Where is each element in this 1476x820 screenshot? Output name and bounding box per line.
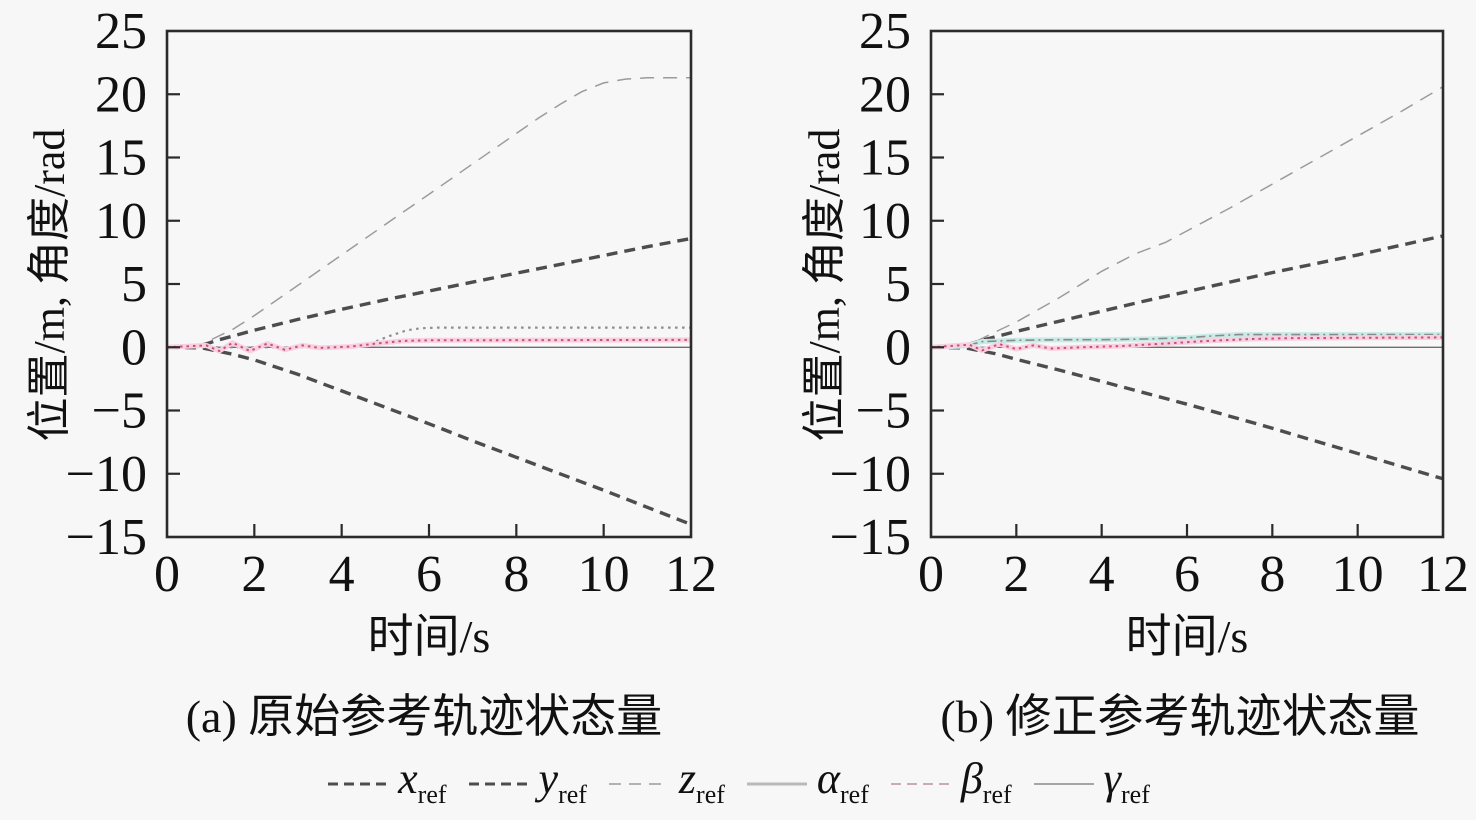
series-band-beta_ref xyxy=(166,337,692,354)
x-tick-label: 6 xyxy=(1174,546,1200,603)
series-z_ref xyxy=(166,77,691,349)
x-tick-label: 10 xyxy=(1332,546,1384,603)
y-tick-label: 15 xyxy=(859,130,911,187)
series-x_ref xyxy=(166,345,692,526)
legend-item-x-ref: xref xyxy=(326,753,447,809)
legend: xref yref zref αref βref γref xyxy=(0,752,1476,812)
panel-b: 0 2 4 6 8 10 12 25 20 15 10 5 0 −5 −10 −15 xyxy=(830,3,1469,603)
y-tick-label: −15 xyxy=(830,509,911,566)
legend-label: αref xyxy=(816,753,869,809)
x-tick-label: 4 xyxy=(1089,546,1115,603)
x-tick-label: 8 xyxy=(503,546,529,603)
y-tick-label: −10 xyxy=(66,446,147,503)
x-tick-label: 12 xyxy=(665,546,717,603)
y-tick-label: 10 xyxy=(859,193,911,250)
x-tick-label: 2 xyxy=(1003,546,1029,603)
series-beta_ref xyxy=(930,336,1444,352)
legend-label: βref xyxy=(960,753,1012,809)
y-tick-label: 20 xyxy=(95,66,147,123)
legend-item-β-ref: βref xyxy=(889,753,1012,809)
y-tick-label: 0 xyxy=(121,319,147,376)
legend-label: yref xyxy=(538,753,587,809)
y-tick-label: 5 xyxy=(121,256,147,313)
series-x_ref xyxy=(930,345,1444,481)
series-alpha_ref xyxy=(167,326,691,349)
legend-label: zref xyxy=(678,753,725,809)
legend-line-sample xyxy=(468,782,529,786)
panel-caption-a: (a) 原始参考轨迹状态量 xyxy=(185,691,663,742)
legend-item-α-ref: αref xyxy=(745,753,869,809)
x-tick-label: 8 xyxy=(1259,546,1285,603)
y-tick-label: 0 xyxy=(885,319,911,376)
plot-frame xyxy=(929,29,1445,539)
y-tick-label: 10 xyxy=(95,193,147,250)
legend-line-sample xyxy=(890,782,951,785)
panel-caption-b: (b) 修正参考轨迹状态量 xyxy=(940,691,1420,742)
y-tick-label: 15 xyxy=(95,130,147,187)
legend-label: xref xyxy=(398,753,447,809)
y-tick-label: −5 xyxy=(92,383,147,440)
x-tick-label: 0 xyxy=(918,546,944,603)
legend-line-sample xyxy=(746,782,807,786)
plot-frame xyxy=(165,29,693,539)
x-tick-label: 0 xyxy=(154,546,180,603)
legend-line-sample xyxy=(1033,783,1094,785)
x-tick-label: 12 xyxy=(1417,546,1469,603)
x-axis-label-a: 时间/s xyxy=(367,611,491,662)
x-tick-label: 10 xyxy=(578,546,630,603)
x-tick-label: 2 xyxy=(241,546,267,603)
y-tick-label: 25 xyxy=(859,3,911,60)
series-y_ref xyxy=(166,236,692,349)
legend-line-sample xyxy=(328,782,389,786)
legend-item-z-ref: zref xyxy=(607,753,725,809)
series-z_ref xyxy=(930,86,1444,349)
legend-label: γref xyxy=(1103,753,1150,809)
y-axis-label-b: 位置/m, 角度/rad xyxy=(800,128,849,442)
y-axis-label-a: 位置/m, 角度/rad xyxy=(25,128,74,442)
y-tick-label: −10 xyxy=(830,446,911,503)
legend-item-y-ref: yref xyxy=(467,753,587,809)
x-tick-label: 6 xyxy=(416,546,442,603)
y-tick-label: 5 xyxy=(885,256,911,313)
series-alpha_ref xyxy=(930,333,1443,349)
y-tick-label: 25 xyxy=(95,3,147,60)
y-tick-label: −15 xyxy=(66,509,147,566)
legend-item-γ-ref: γref xyxy=(1032,753,1150,809)
x-tick-label: 4 xyxy=(329,546,355,603)
series-y_ref xyxy=(930,234,1444,349)
panel-a: 0 2 4 6 8 10 12 25 20 15 10 5 0 −5 −10 −15 xyxy=(66,3,717,603)
y-tick-label: 20 xyxy=(859,66,911,123)
x-axis-label-b: 时间/s xyxy=(1125,611,1249,662)
legend-line-sample xyxy=(608,783,669,785)
y-tick-label: −5 xyxy=(856,383,911,440)
